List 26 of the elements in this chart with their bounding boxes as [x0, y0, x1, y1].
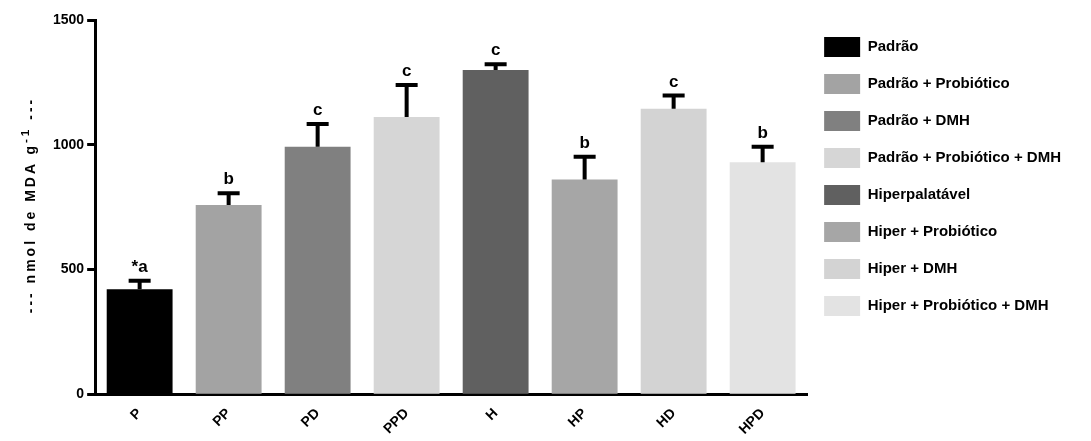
x-tick-label: HP	[564, 404, 590, 430]
legend-label: Hiperpalatável	[867, 185, 971, 203]
legend-label: Padrão + Probiótico + DMH	[867, 148, 1062, 166]
annotation: c	[401, 61, 412, 81]
x-tick-label: PP	[208, 404, 234, 430]
annotation: b	[757, 122, 768, 142]
x-tick-label: P	[126, 404, 145, 423]
annotation: b	[579, 132, 590, 152]
annotation: c	[490, 40, 501, 60]
legend-label: Padrão + DMH	[867, 111, 970, 129]
legend-label: Padrão + Probiótico	[867, 74, 1010, 92]
y-tick-label: 0	[76, 385, 85, 402]
y-tick-label: 500	[60, 260, 85, 277]
annotation: c	[312, 100, 323, 120]
annotation: b	[223, 169, 234, 189]
y-tick-label: 1500	[52, 10, 85, 27]
x-tick-label: H	[482, 404, 501, 424]
legend-label: Hiper + Probiótico + DMH	[867, 296, 1049, 314]
legend-label: Hiper + DMH	[867, 259, 958, 277]
legend-label: Padrão	[867, 37, 919, 55]
y-tick-label: 1000	[52, 135, 85, 152]
x-tick-label: HD	[652, 404, 679, 431]
x-tick-label: PD	[297, 404, 323, 430]
annotation: c	[668, 71, 679, 91]
annotation: *a	[131, 256, 149, 276]
legend-label: Hiper + Probiótico	[867, 222, 998, 240]
